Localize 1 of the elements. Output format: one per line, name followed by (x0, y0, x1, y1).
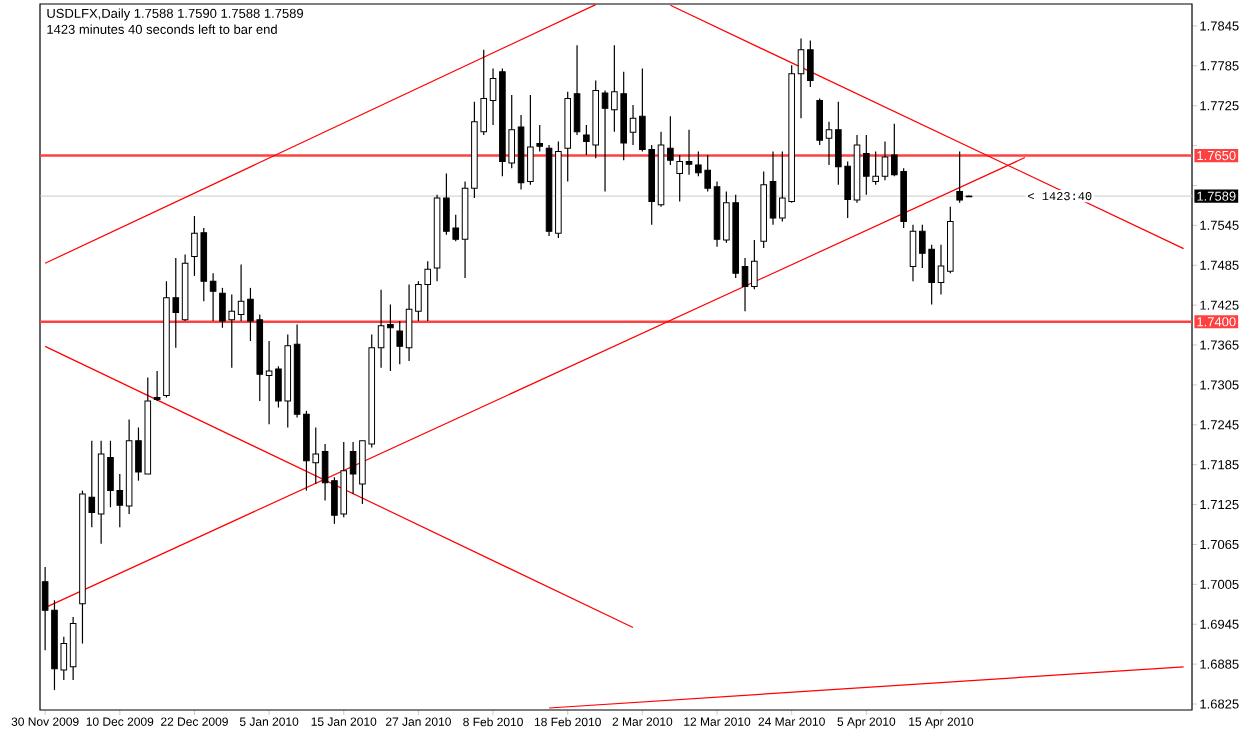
candlestick (153, 370, 161, 402)
